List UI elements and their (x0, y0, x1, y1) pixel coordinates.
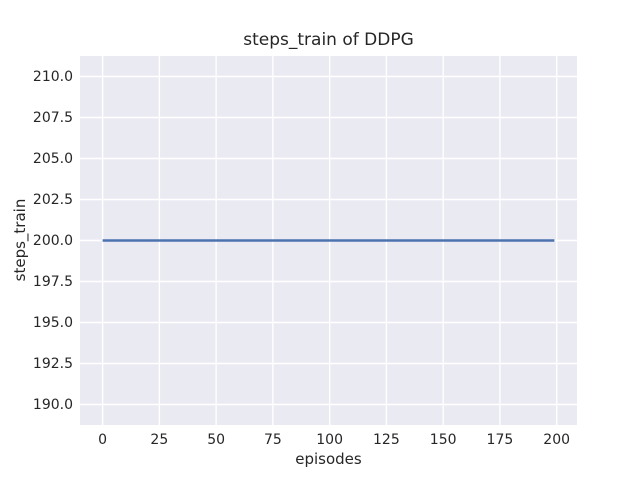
x-tick-label: 75 (263, 432, 282, 448)
x-tick-label: 0 (98, 432, 108, 448)
y-tick-label: 197.5 (32, 273, 73, 290)
x-tick-label: 200 (543, 432, 571, 448)
x-tick-label: 25 (150, 432, 169, 448)
x-tick-label: 125 (373, 432, 400, 448)
y-tick-label: 205.0 (32, 150, 73, 167)
y-tick-label: 202.5 (32, 191, 73, 208)
plot-area (80, 56, 577, 425)
y-tick-label: 195.0 (32, 314, 73, 331)
y-tick-label: 210.0 (32, 68, 73, 85)
x-tick-label: 175 (486, 432, 514, 448)
x-tick-label: 50 (207, 432, 226, 448)
x-axis-label: episodes (295, 450, 362, 468)
x-tick-label: 100 (316, 432, 343, 448)
y-axis-label: steps_train (11, 198, 29, 282)
chart-canvas (80, 56, 577, 425)
y-tick-label: 190.0 (32, 396, 73, 413)
y-tick-label: 192.5 (32, 355, 73, 372)
x-tick-label: 150 (429, 432, 457, 448)
y-tick-label: 207.5 (32, 109, 73, 126)
chart-title: steps_train of DDPG (243, 30, 414, 50)
y-tick-label: 200.0 (32, 232, 73, 249)
